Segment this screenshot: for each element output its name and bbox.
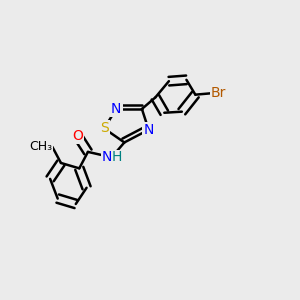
Text: Br: Br [211,86,226,100]
Text: H: H [112,150,122,164]
Text: N: N [101,150,112,164]
Text: O: O [72,129,83,143]
Text: N: N [111,102,122,116]
Text: CH₃: CH₃ [29,140,52,153]
Text: N: N [143,123,154,137]
Text: S: S [100,122,109,135]
